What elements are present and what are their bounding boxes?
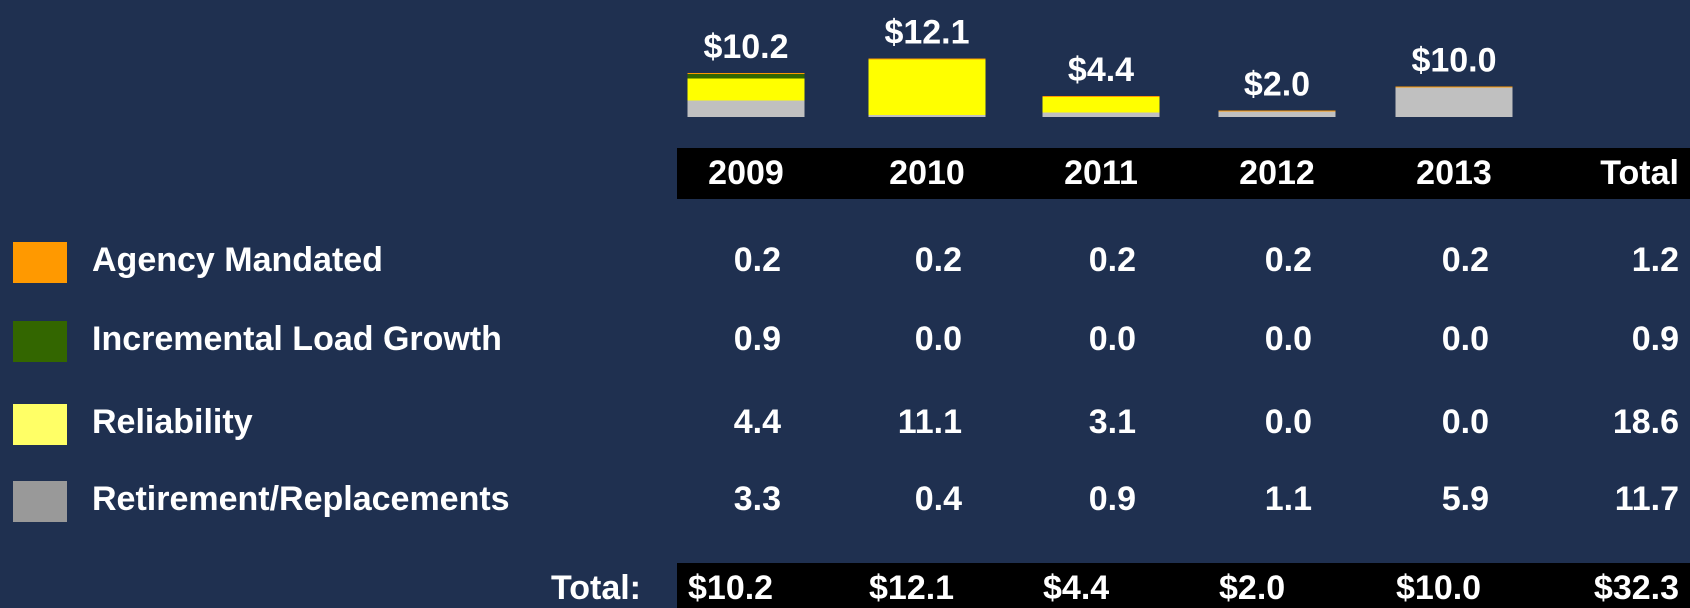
bar-segment bbox=[868, 115, 986, 117]
table-cell: 1.1 bbox=[1265, 480, 1312, 518]
table-cell: 0.0 bbox=[1442, 403, 1489, 441]
table-cell: 0.2 bbox=[734, 241, 781, 279]
column-header: 2009 bbox=[708, 154, 784, 192]
row-total: 1.2 bbox=[1632, 241, 1679, 279]
legend-swatch bbox=[13, 481, 67, 522]
column-total: $10.0 bbox=[1396, 569, 1481, 607]
table-cell: 4.4 bbox=[734, 403, 781, 441]
column-total: $4.4 bbox=[1043, 569, 1109, 607]
table-cell: 0.2 bbox=[915, 241, 962, 279]
bar-segment bbox=[1218, 110, 1336, 112]
table-cell: 0.0 bbox=[915, 320, 962, 358]
legend-swatch bbox=[13, 404, 67, 445]
table-cell: 0.2 bbox=[1089, 241, 1136, 279]
table-cell: 0.0 bbox=[1442, 320, 1489, 358]
bar-segment bbox=[1042, 96, 1160, 97]
column-total: $2.0 bbox=[1219, 569, 1285, 607]
column-total: $10.2 bbox=[688, 569, 773, 607]
table-cell: 0.0 bbox=[1089, 320, 1136, 358]
column-header: 2012 bbox=[1239, 154, 1315, 192]
bar-segment bbox=[1395, 87, 1513, 117]
bar-segment bbox=[687, 74, 805, 79]
row-total: 0.9 bbox=[1632, 320, 1679, 358]
bar-segment bbox=[1395, 86, 1513, 88]
table-cell: 0.2 bbox=[1442, 241, 1489, 279]
table-cell: 0.9 bbox=[1089, 480, 1136, 518]
table-cell: 0.4 bbox=[915, 480, 962, 518]
column-header: 2010 bbox=[889, 154, 965, 192]
bar-segment bbox=[1042, 97, 1160, 113]
table-cell: 0.9 bbox=[734, 320, 781, 358]
bar-segment bbox=[868, 59, 986, 115]
bar-total-label: $12.1 bbox=[884, 13, 969, 51]
bar-total-label: $2.0 bbox=[1244, 65, 1310, 103]
bar-segment bbox=[687, 100, 805, 117]
legend-label: Incremental Load Growth bbox=[92, 320, 502, 358]
bar-segment bbox=[687, 78, 805, 101]
legend-label: Agency Mandated bbox=[92, 241, 383, 279]
table-cell: 0.2 bbox=[1265, 241, 1312, 279]
bar-segment bbox=[1042, 112, 1160, 117]
column-total: $12.1 bbox=[869, 569, 954, 607]
total-header: Total bbox=[1600, 154, 1679, 192]
table-cell: 3.3 bbox=[734, 480, 781, 518]
table-cell: 0.0 bbox=[1265, 403, 1312, 441]
table-cell: 5.9 bbox=[1442, 480, 1489, 518]
header-band bbox=[677, 148, 1690, 199]
row-total: 18.6 bbox=[1613, 403, 1679, 441]
bar-total-label: $10.0 bbox=[1411, 41, 1496, 79]
table-cell: 3.1 bbox=[1089, 403, 1136, 441]
grand-total: $32.3 bbox=[1594, 569, 1679, 607]
bar-segment bbox=[1218, 111, 1336, 117]
row-total: 11.7 bbox=[1615, 480, 1679, 518]
table-cell: 0.0 bbox=[1265, 320, 1312, 358]
bar-total-label: $10.2 bbox=[703, 28, 788, 66]
bar-segment bbox=[868, 58, 986, 60]
bar-segment bbox=[687, 73, 805, 74]
total-row-label: Total: bbox=[551, 569, 641, 607]
total-band bbox=[677, 563, 1690, 608]
legend-label: Retirement/Replacements bbox=[92, 480, 510, 518]
legend-label: Reliability bbox=[92, 403, 253, 441]
bar-total-label: $4.4 bbox=[1068, 51, 1134, 89]
table-cell: 11.1 bbox=[898, 403, 962, 441]
legend-swatch bbox=[13, 321, 67, 362]
column-header: 2011 bbox=[1064, 154, 1138, 192]
column-header: 2013 bbox=[1416, 154, 1492, 192]
legend-swatch bbox=[13, 242, 67, 283]
